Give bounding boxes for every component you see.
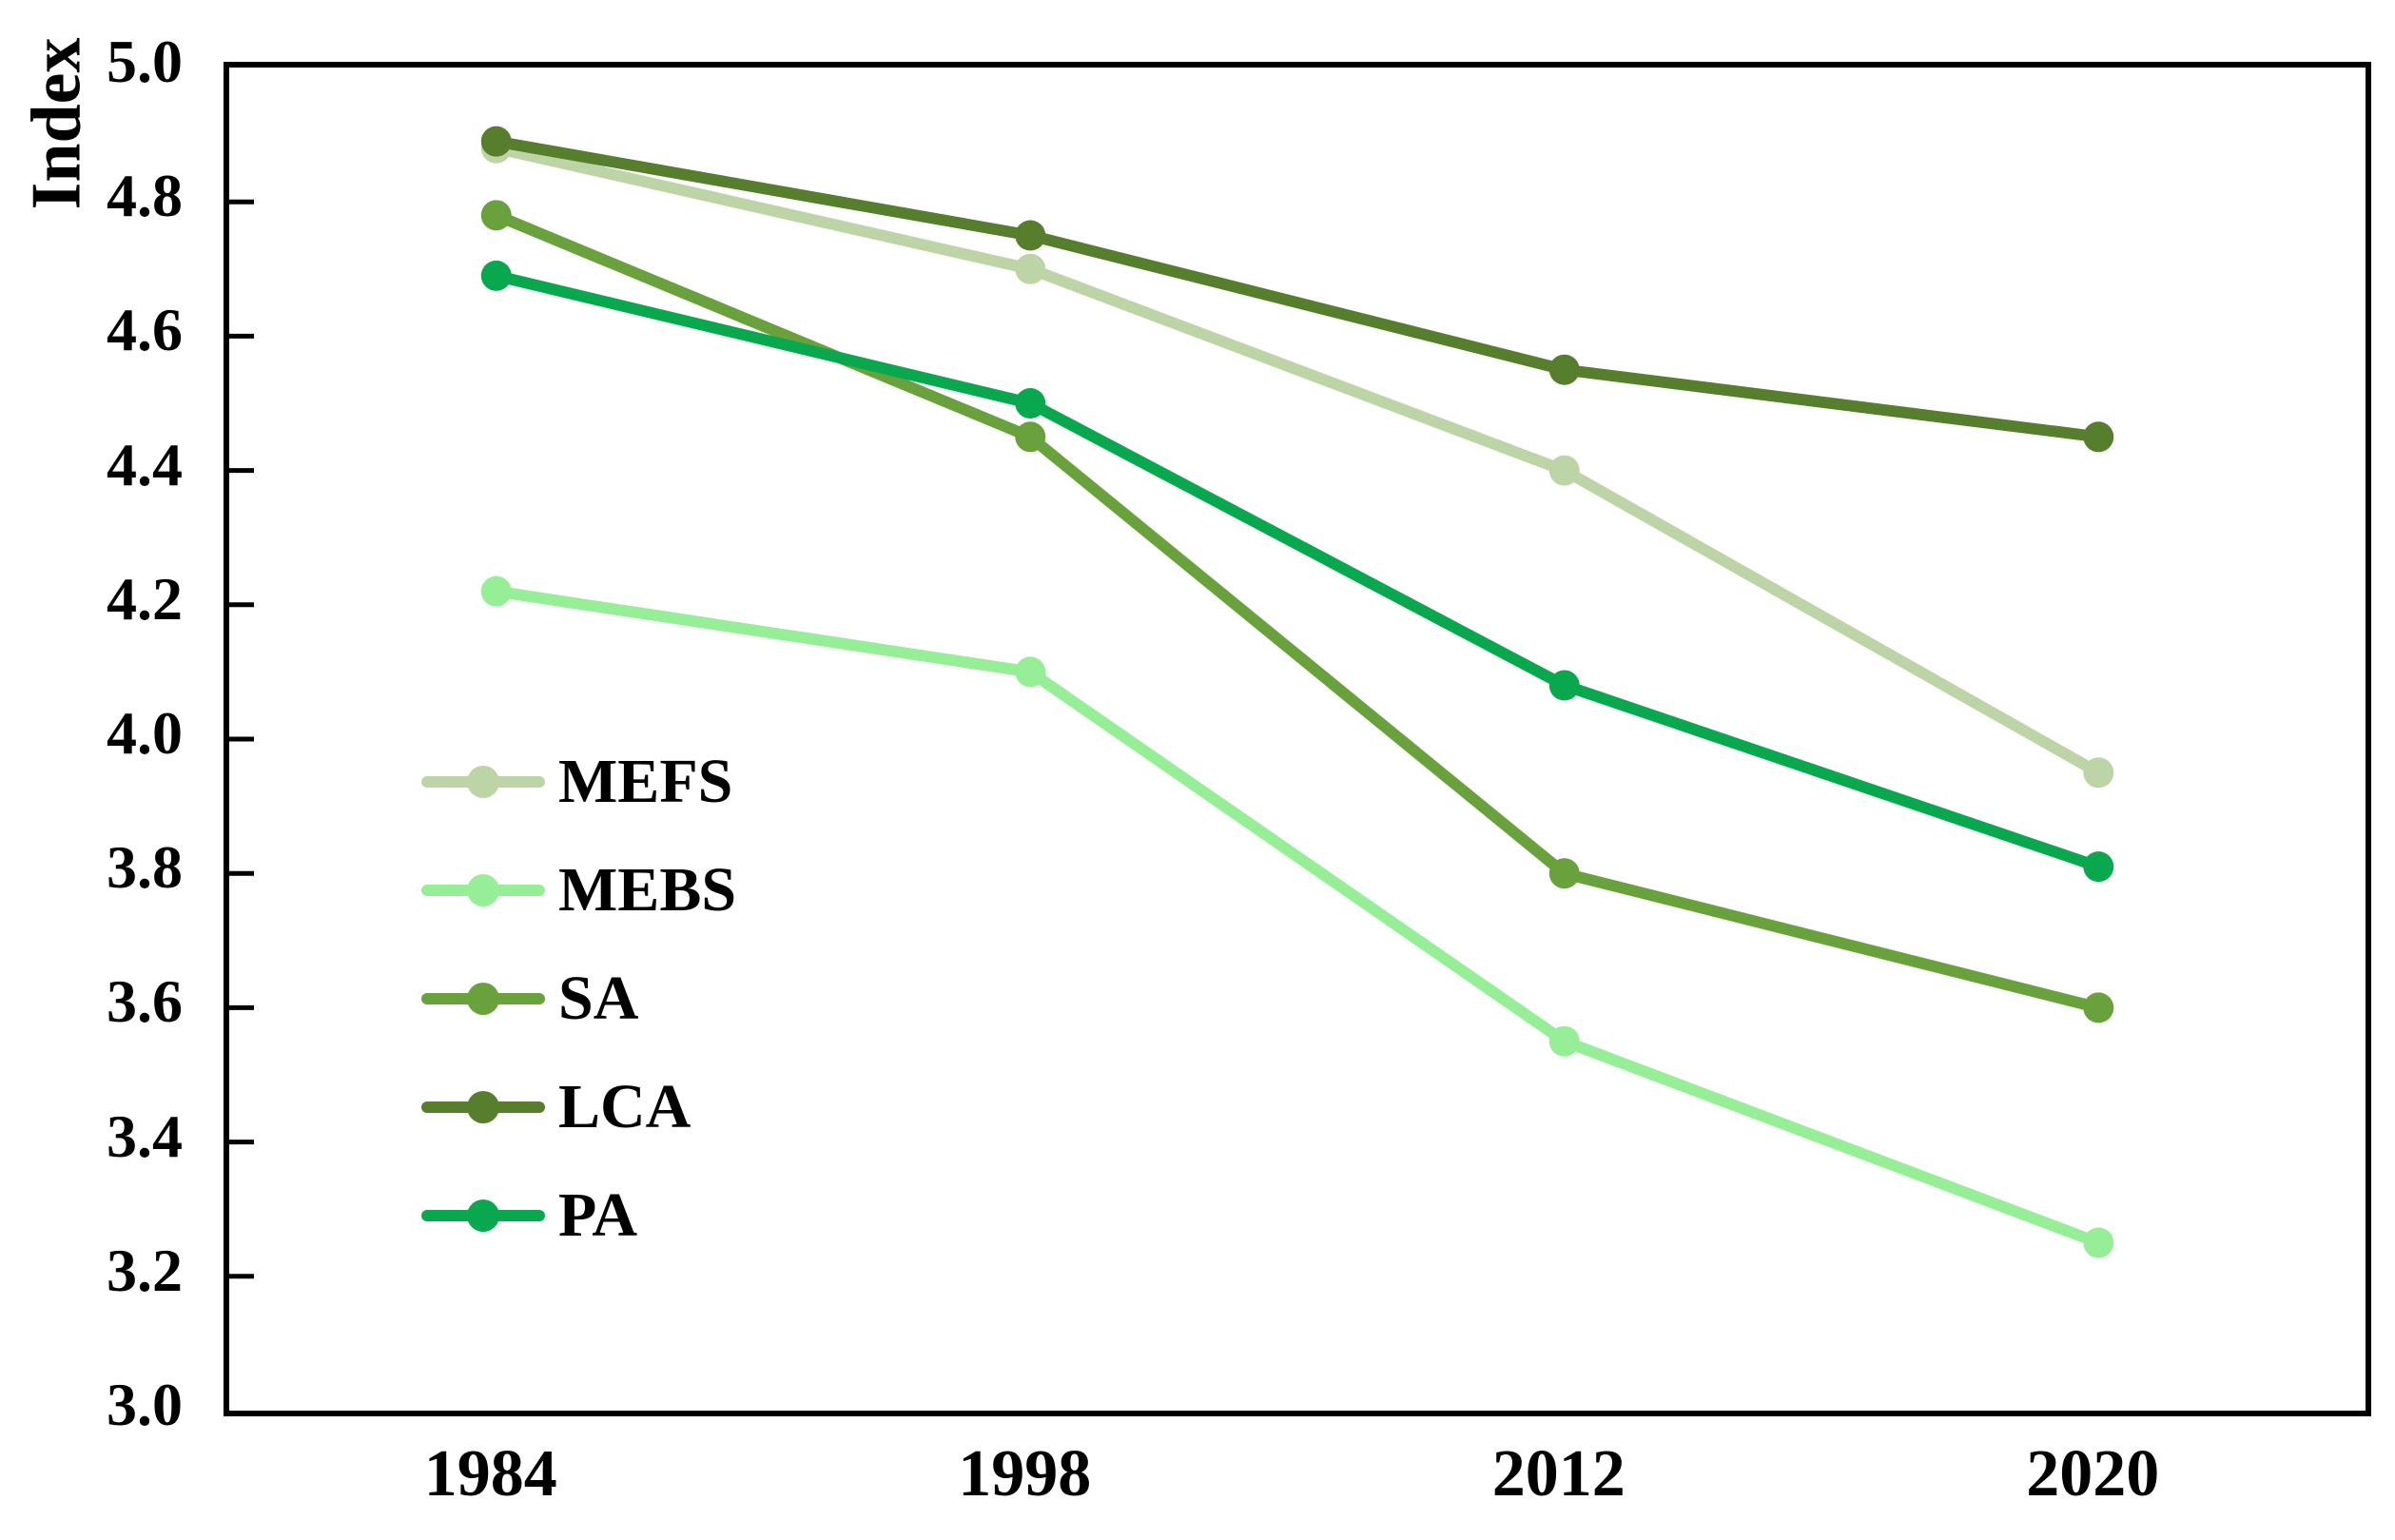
data-point-lca-1984 xyxy=(480,126,512,157)
data-point-mefs-2020 xyxy=(2083,757,2114,789)
y-tick-label-3.4: 3.4 xyxy=(107,1101,183,1170)
data-point-sa-2020 xyxy=(2083,992,2114,1023)
y-tick-label-3.8: 3.8 xyxy=(107,833,183,902)
series-line-mefs xyxy=(490,142,2105,779)
y-tick-label-3.0: 3.0 xyxy=(107,1371,183,1438)
x-tick-label-1998: 1998 xyxy=(958,1437,1092,1511)
chart-legend: MEFS MEBS SA LCA PA xyxy=(421,728,736,1270)
legend-item-pa: PA xyxy=(421,1161,736,1270)
legend-line-marker-icon xyxy=(421,874,545,906)
data-point-mebs-2012 xyxy=(1548,1025,1580,1057)
series-line-sa xyxy=(490,209,2105,1014)
series-line-lca xyxy=(490,135,2105,443)
legend-line-marker-icon xyxy=(421,1199,545,1232)
legend-item-lca: LCA xyxy=(421,1053,736,1161)
y-tick-label-3.2: 3.2 xyxy=(107,1236,183,1304)
series-line-mebs xyxy=(490,585,2105,1249)
y-tick-label-4.6: 4.6 xyxy=(107,296,183,364)
legend-label: PA xyxy=(558,1180,638,1250)
data-point-mebs-1984 xyxy=(480,575,512,607)
chart-canvas xyxy=(229,126,2114,1279)
data-point-lca-2020 xyxy=(2083,421,2114,453)
y-tick-label-5.0: 5.0 xyxy=(107,28,183,95)
legend-item-mebs: MEBS xyxy=(421,836,736,945)
x-tick-label-2012: 2012 xyxy=(1491,1437,1626,1511)
x-tick-label-2020: 2020 xyxy=(2026,1437,2160,1511)
y-tick-label-4.2: 4.2 xyxy=(107,564,183,633)
data-point-sa-1998 xyxy=(1015,421,1046,453)
data-point-lca-2012 xyxy=(1548,354,1580,385)
y-tick-label-4.4: 4.4 xyxy=(107,430,183,498)
legend-item-sa: SA xyxy=(421,945,736,1053)
legend-label: SA xyxy=(558,964,639,1033)
data-point-mefs-1998 xyxy=(1015,253,1046,284)
data-point-mefs-2012 xyxy=(1548,455,1580,486)
legend-label: LCA xyxy=(558,1072,691,1141)
legend-item-mefs: MEFS xyxy=(421,728,736,836)
x-tick-label-1984: 1984 xyxy=(423,1437,557,1511)
data-point-pa-1984 xyxy=(480,260,512,291)
legend-line-marker-icon xyxy=(421,1091,545,1123)
data-point-mebs-2020 xyxy=(2083,1227,2114,1258)
plot-area xyxy=(224,62,2371,1416)
series-line-pa xyxy=(490,269,2105,873)
data-point-pa-1998 xyxy=(1015,388,1046,419)
data-point-sa-2012 xyxy=(1548,858,1580,889)
y-tick-label-4.0: 4.0 xyxy=(107,699,183,767)
legend-line-marker-icon xyxy=(421,766,545,798)
data-point-mebs-1998 xyxy=(1015,656,1046,688)
y-tick-label-3.6: 3.6 xyxy=(107,967,183,1036)
data-point-lca-1998 xyxy=(1015,220,1046,251)
y-tick-label-4.8: 4.8 xyxy=(107,162,183,230)
data-point-pa-2020 xyxy=(2083,851,2114,883)
legend-label: MEBS xyxy=(558,855,737,925)
legend-line-marker-icon xyxy=(421,983,545,1015)
data-point-pa-2012 xyxy=(1548,670,1580,701)
data-point-sa-1984 xyxy=(480,200,512,231)
legend-label: MEFS xyxy=(558,747,733,816)
